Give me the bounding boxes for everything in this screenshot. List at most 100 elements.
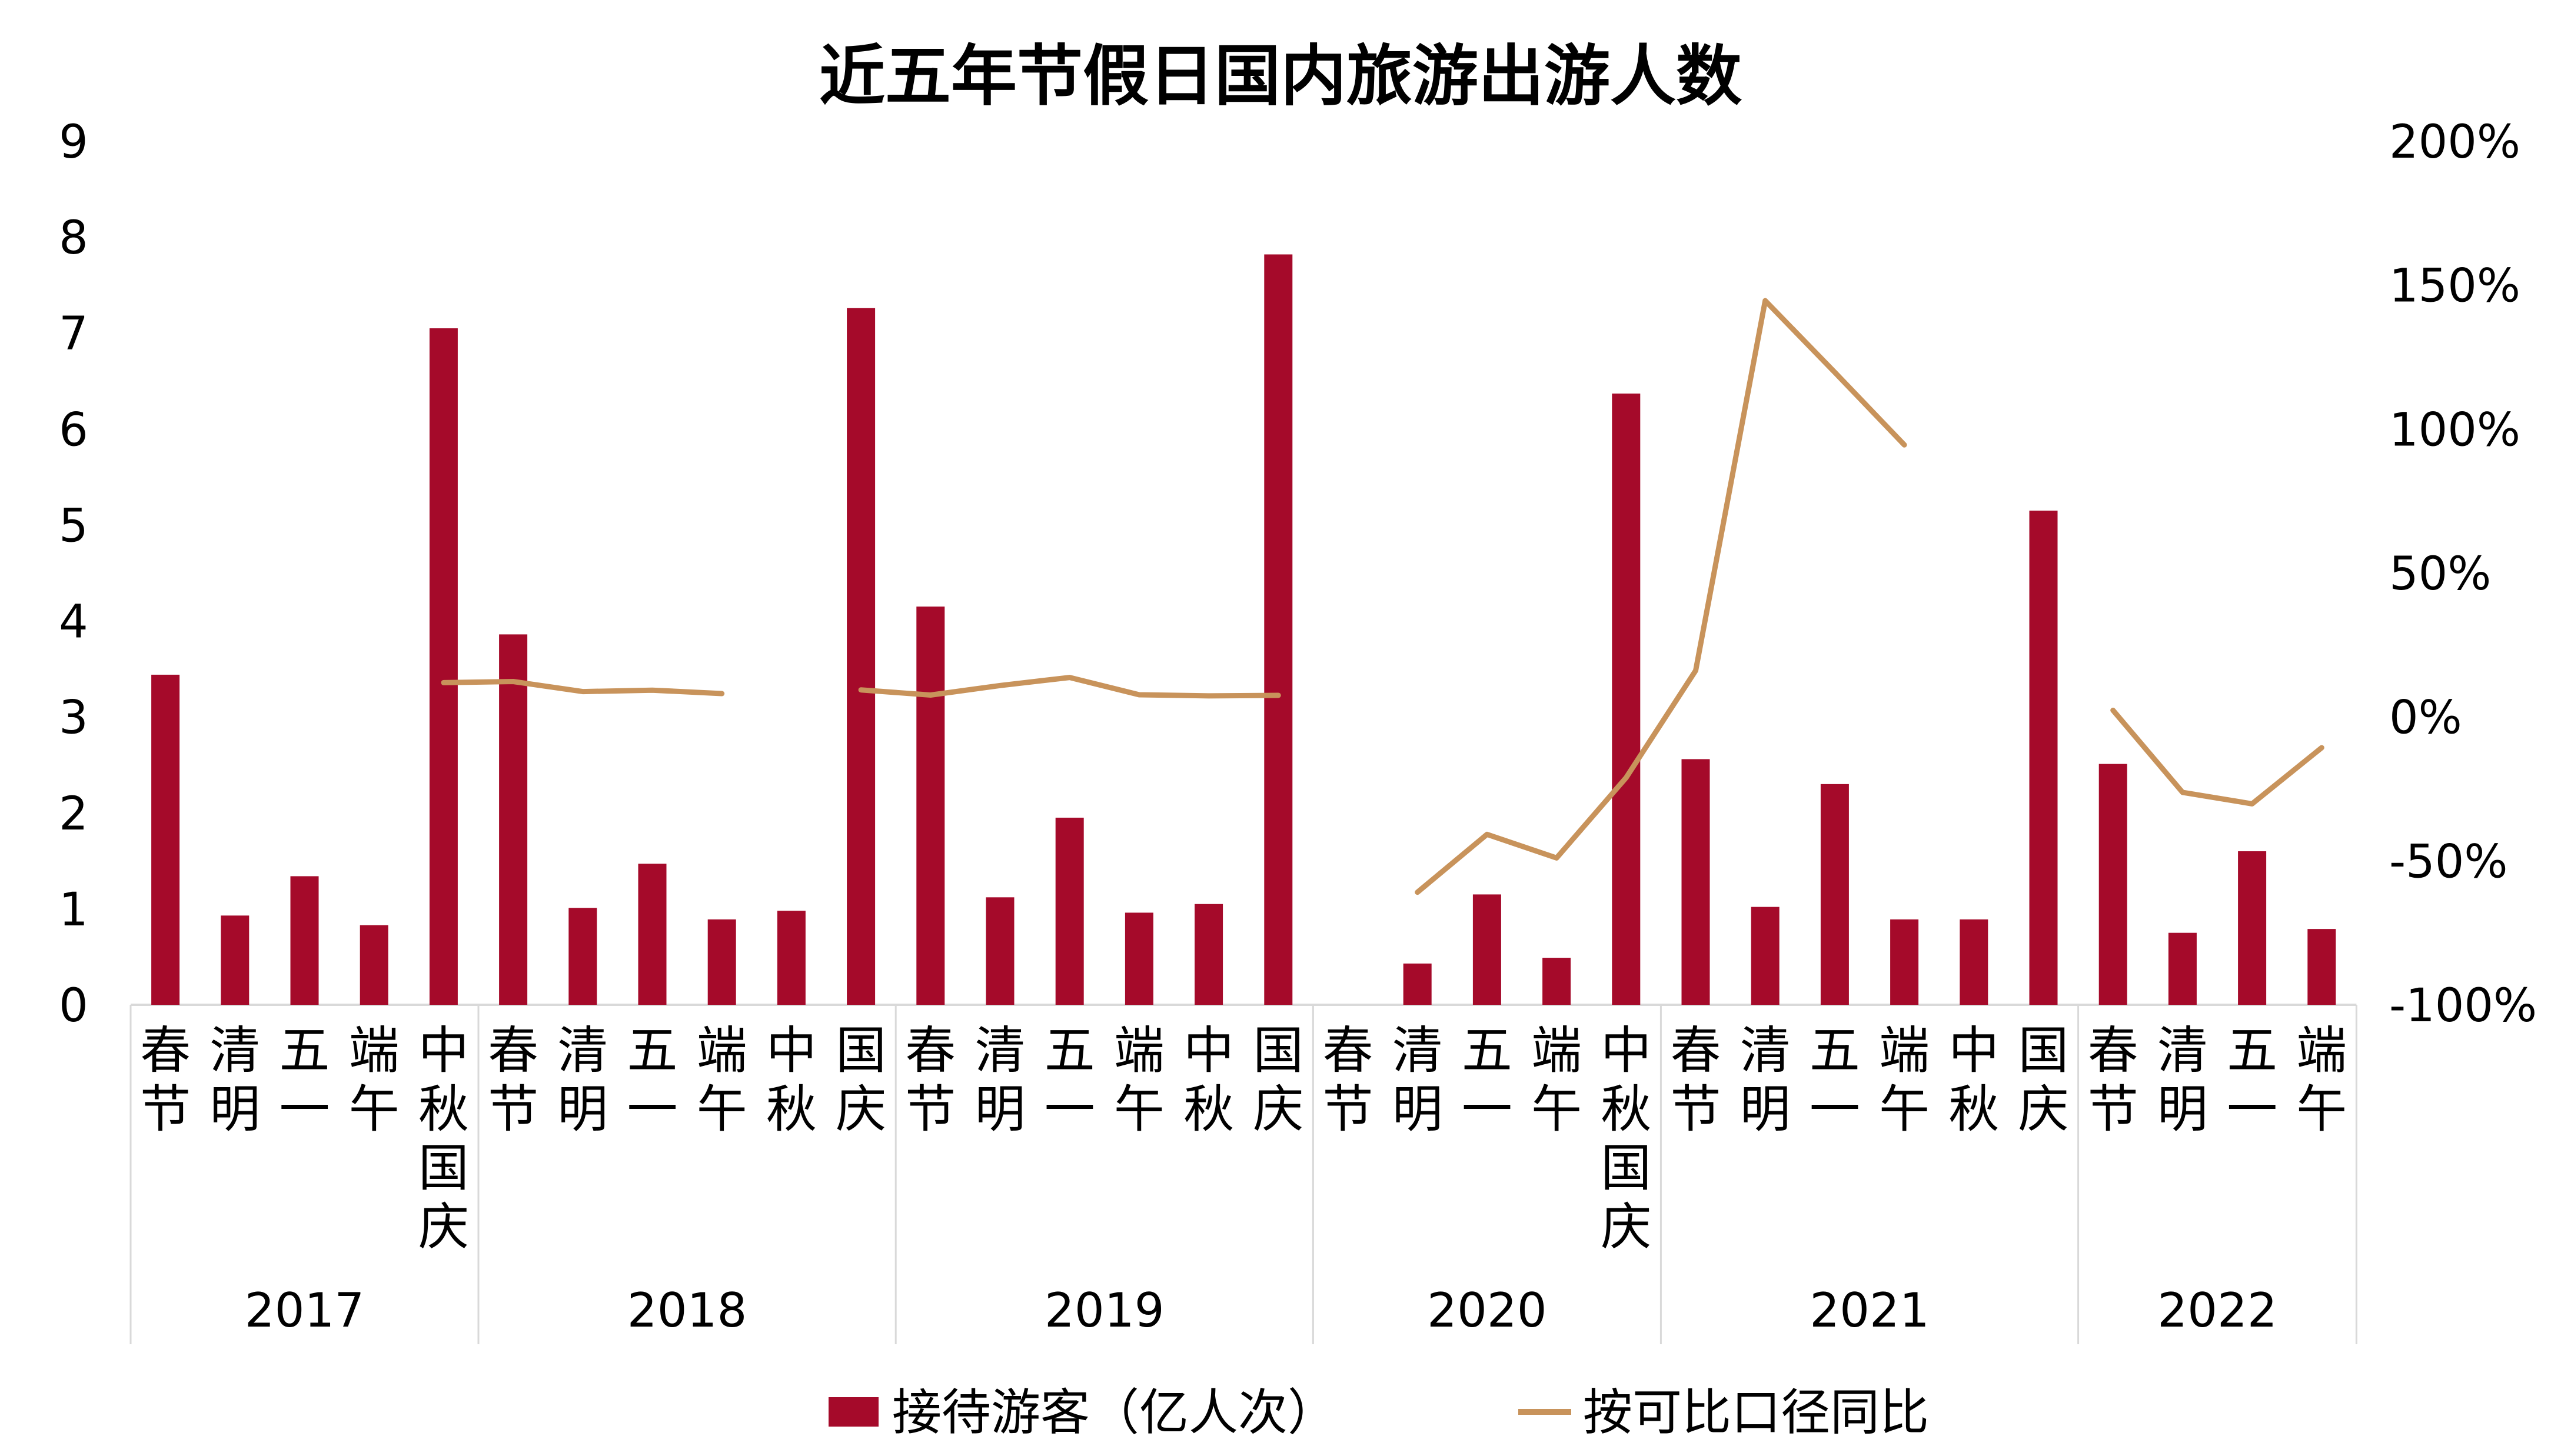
bar xyxy=(1125,912,1153,1005)
bar xyxy=(568,908,597,1005)
category-label: 五一 xyxy=(2227,1021,2277,1139)
legend: 接待游客（亿人次） 按可比口径同比 xyxy=(829,1384,1929,1441)
right-tick-label: 100% xyxy=(2389,404,2520,457)
left-tick-label: 7 xyxy=(59,308,88,361)
category-label: 中秋 xyxy=(766,1021,817,1139)
bar xyxy=(429,328,458,1005)
left-tick-label: 5 xyxy=(59,499,88,552)
left-tick-label: 6 xyxy=(59,404,88,457)
category-label: 清明 xyxy=(209,1021,260,1139)
bar xyxy=(221,915,250,1005)
bar xyxy=(360,925,388,1005)
bar xyxy=(1403,963,1432,1005)
left-tick-label: 1 xyxy=(59,884,88,937)
legend-bar-label: 接待游客（亿人次） xyxy=(892,1384,1337,1441)
category-label: 春节 xyxy=(140,1021,191,1139)
year-label: 2017 xyxy=(245,1283,365,1338)
right-tick-label: 200% xyxy=(2389,116,2520,169)
bar xyxy=(2029,510,2058,1005)
category-labels: 春节清明五一端午中秋国庆春节清明五一端午中秋国庆春节清明五一端午中秋国庆春节清明… xyxy=(140,1021,2347,1257)
category-label: 春节 xyxy=(2088,1021,2138,1139)
bar xyxy=(1612,393,1641,1005)
bar xyxy=(707,919,736,1005)
bar xyxy=(1681,759,1710,1005)
bar xyxy=(2238,851,2267,1005)
left-tick-label: 2 xyxy=(59,788,88,841)
bar xyxy=(777,911,806,1005)
bar xyxy=(638,864,667,1005)
category-label: 春节 xyxy=(1671,1021,1721,1139)
category-label: 春节 xyxy=(488,1021,538,1139)
bar xyxy=(499,634,528,1005)
year-label: 2020 xyxy=(1427,1283,1547,1338)
yoy-line xyxy=(858,675,1281,699)
yoy-line xyxy=(441,679,725,697)
category-label: 端午 xyxy=(697,1021,747,1139)
category-label: 端午 xyxy=(1879,1021,1930,1139)
category-label: 五一 xyxy=(1045,1021,1095,1139)
category-label: 清明 xyxy=(557,1021,608,1139)
category-label: 春节 xyxy=(905,1021,956,1139)
right-tick-label: 50% xyxy=(2389,548,2491,601)
left-axis-ticks: 0 1 2 3 4 5 6 7 8 9 xyxy=(59,116,88,1032)
category-label: 清明 xyxy=(1740,1021,1791,1139)
bar xyxy=(1960,919,1988,1005)
right-axis-ticks: -100% -50% 0% 50% 100% 150% 200% xyxy=(2389,116,2537,1032)
category-label: 五一 xyxy=(1462,1021,1512,1139)
bar xyxy=(1195,904,1223,1005)
right-tick-label: 150% xyxy=(2389,260,2520,313)
chart-title: 近五年节假日国内旅游出游人数 xyxy=(819,38,1742,115)
bar xyxy=(1472,894,1501,1005)
left-tick-label: 9 xyxy=(59,116,88,169)
bar xyxy=(986,897,1015,1005)
year-labels: 2017 2018 2019 2020 2021 2022 xyxy=(245,1283,2277,1338)
category-label: 春节 xyxy=(1323,1021,1373,1139)
right-tick-label: -50% xyxy=(2389,835,2508,888)
left-tick-label: 3 xyxy=(59,692,88,745)
right-tick-label: -100% xyxy=(2389,979,2537,1032)
legend-bar-swatch xyxy=(829,1397,879,1427)
category-label: 中秋 xyxy=(1183,1021,1234,1139)
category-label: 端午 xyxy=(2296,1021,2347,1139)
year-label: 2019 xyxy=(1045,1283,1165,1338)
category-label: 端午 xyxy=(1531,1021,1582,1139)
left-tick-label: 4 xyxy=(59,596,88,649)
bar xyxy=(290,876,319,1005)
bar xyxy=(1542,958,1571,1005)
bar xyxy=(916,607,945,1005)
category-label: 清明 xyxy=(2157,1021,2208,1139)
legend-line-label: 按可比口径同比 xyxy=(1583,1384,1929,1441)
bar-series xyxy=(151,254,2336,1005)
bar xyxy=(2307,929,2336,1005)
category-label: 中秋国庆 xyxy=(1601,1021,1651,1257)
category-label: 五一 xyxy=(280,1021,330,1139)
category-label: 端午 xyxy=(1114,1021,1165,1139)
line-series xyxy=(441,298,2324,895)
bar xyxy=(1055,817,1084,1005)
bar xyxy=(151,674,180,1005)
right-tick-label: 0% xyxy=(2389,692,2462,745)
year-label: 2018 xyxy=(627,1283,747,1338)
category-label: 国庆 xyxy=(836,1021,886,1139)
bar xyxy=(1264,254,1293,1005)
yoy-line xyxy=(2110,707,2324,807)
bar xyxy=(1751,907,1780,1005)
category-label: 五一 xyxy=(1810,1021,1860,1139)
category-label: 端午 xyxy=(349,1021,400,1139)
category-label: 五一 xyxy=(627,1021,678,1139)
category-label: 国庆 xyxy=(2018,1021,2069,1139)
bar xyxy=(1820,784,1849,1005)
year-label: 2021 xyxy=(1810,1283,1930,1338)
bar xyxy=(847,308,876,1005)
yoy-line xyxy=(1415,298,1907,895)
year-label: 2022 xyxy=(2157,1283,2277,1338)
category-label: 中秋 xyxy=(1948,1021,1999,1139)
bar xyxy=(1890,919,1919,1005)
bar xyxy=(2168,932,2197,1005)
left-tick-label: 0 xyxy=(59,979,88,1032)
bar xyxy=(2098,764,2127,1005)
category-label: 清明 xyxy=(975,1021,1026,1139)
category-label: 国庆 xyxy=(1253,1021,1303,1139)
category-label: 中秋国庆 xyxy=(418,1021,469,1257)
